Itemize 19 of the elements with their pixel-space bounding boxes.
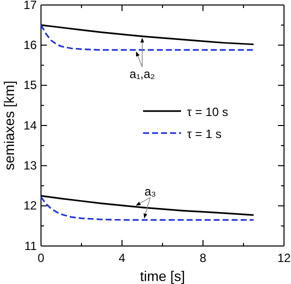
x-axis-title: time [s] xyxy=(140,268,186,284)
legend-label: τ = 10 s xyxy=(187,105,228,120)
annotation: a₁,a₂ xyxy=(130,66,156,81)
y-tick-label: 17 xyxy=(23,0,38,12)
y-axis-title: semiaxes [km] xyxy=(1,80,17,170)
x-tick-label: 0 xyxy=(38,251,45,266)
y-tick-label: 16 xyxy=(23,38,38,52)
y-tick-label: 13 xyxy=(23,158,38,173)
x-tick-label: 4 xyxy=(118,251,126,266)
line-series xyxy=(40,24,254,51)
x-tick-label: 12 xyxy=(277,251,291,266)
x-tick-label: 8 xyxy=(200,251,207,266)
y-tick-label: 12 xyxy=(23,198,38,213)
legend-label: τ = 1 s xyxy=(187,127,222,142)
annotation: a₃ xyxy=(144,184,156,198)
y-tick-label: 14 xyxy=(23,118,38,132)
line-series xyxy=(40,196,254,221)
y-tick-label: 11 xyxy=(24,238,38,253)
y-tick-label: 15 xyxy=(23,78,38,92)
